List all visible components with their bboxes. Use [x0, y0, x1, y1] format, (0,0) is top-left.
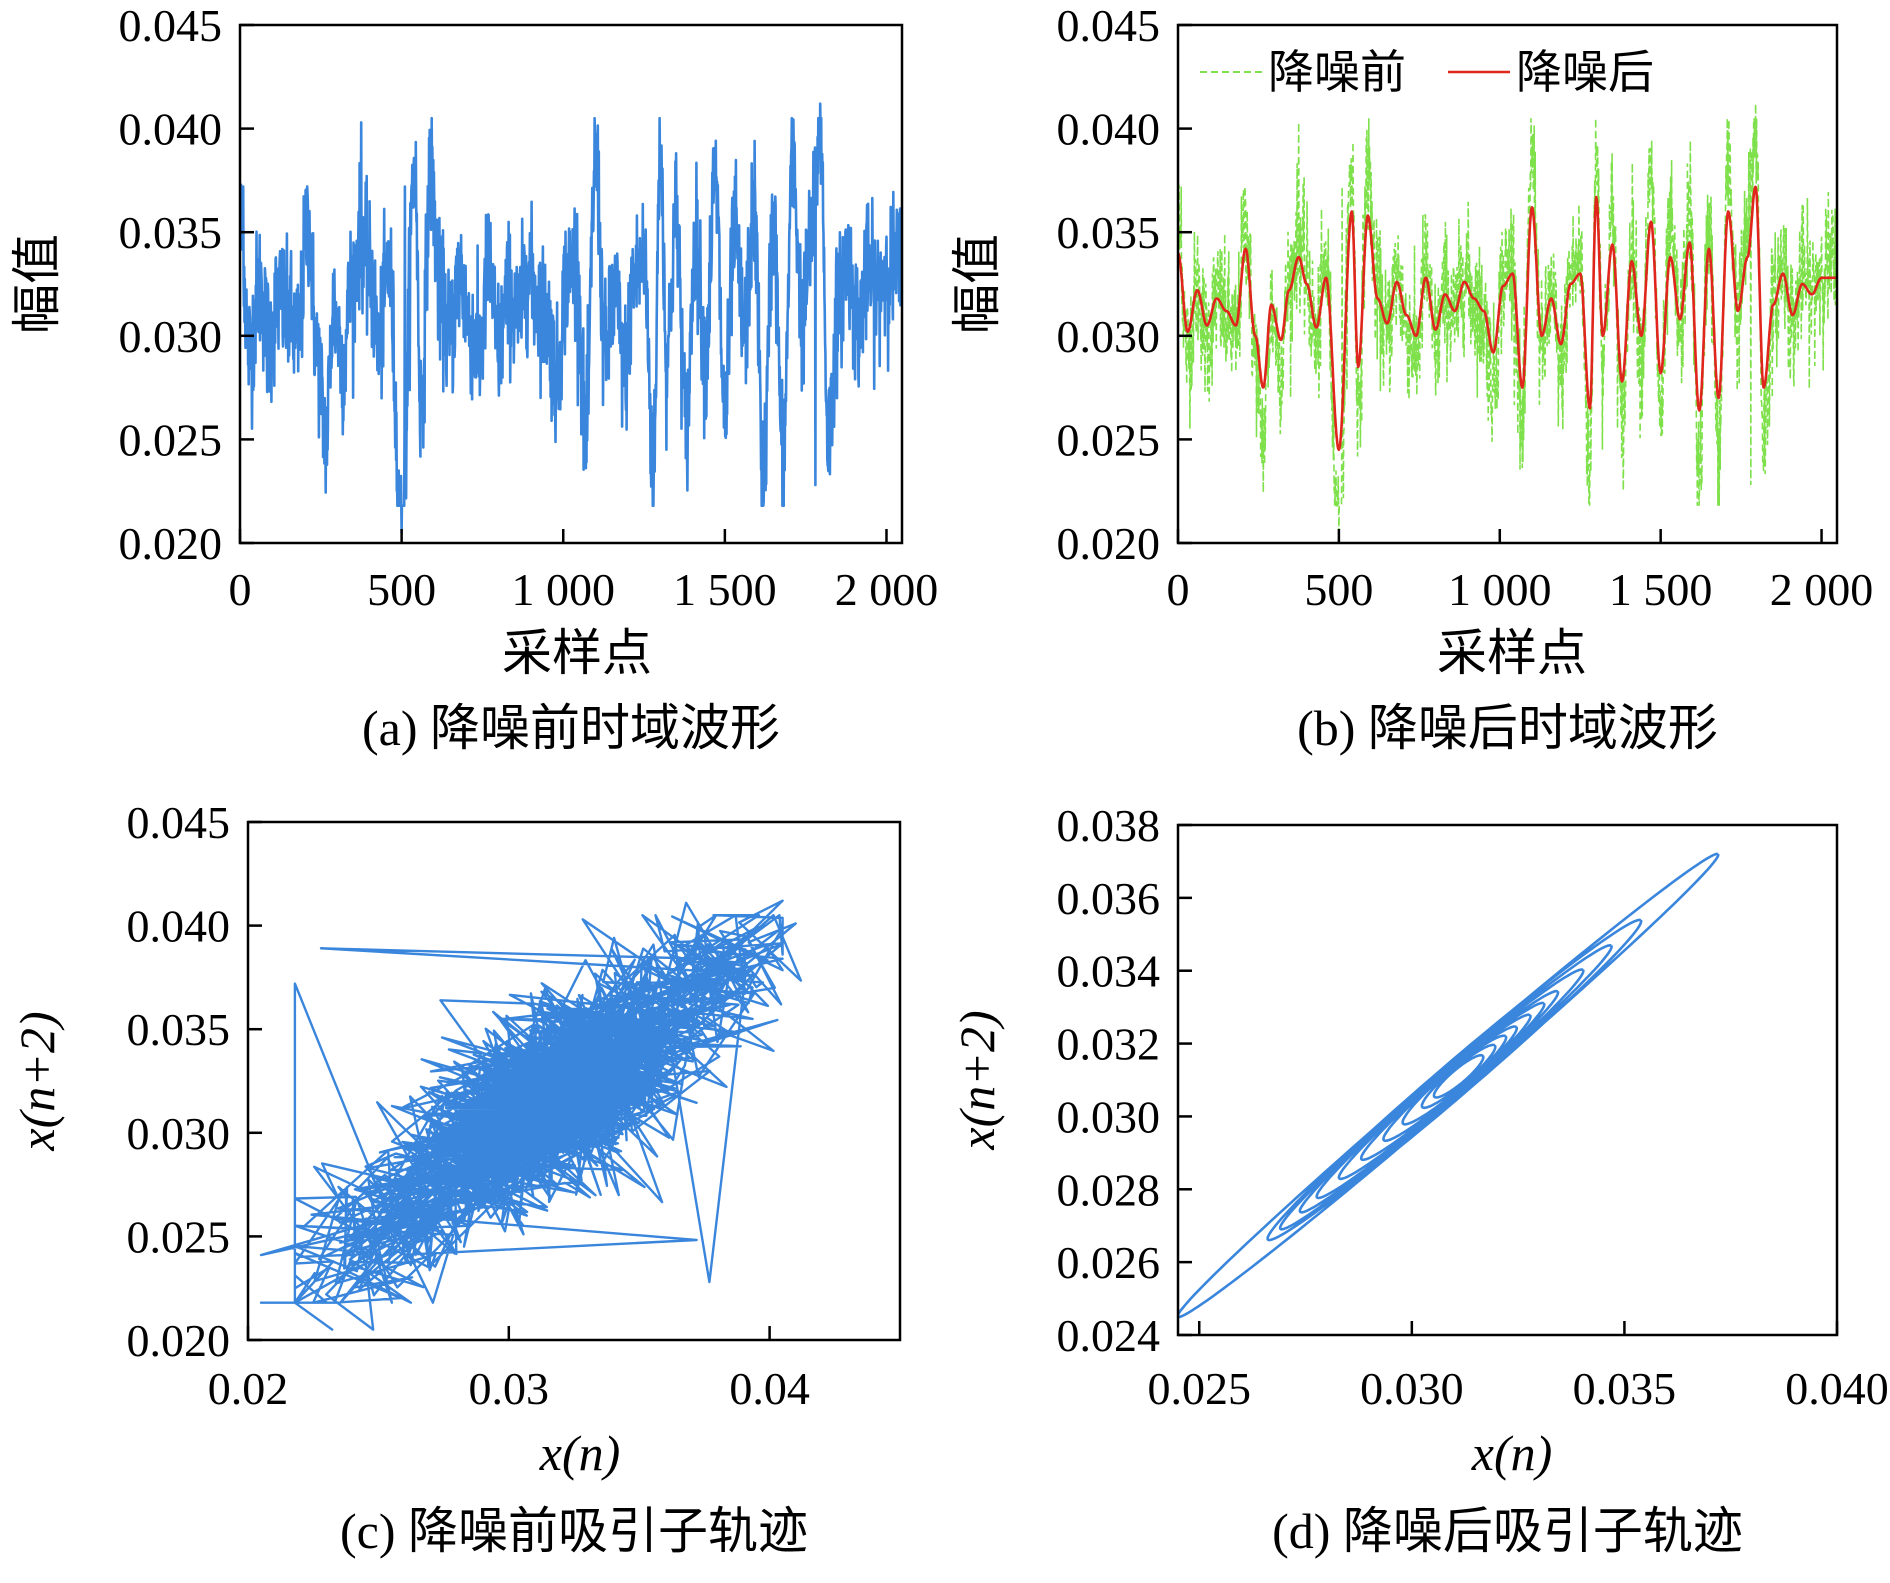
- y-tick-label: 0.025: [119, 414, 223, 465]
- y-tick-label: 0.035: [127, 1004, 231, 1055]
- y-tick-label: 0.025: [127, 1211, 231, 1262]
- x-axis-label: x(n): [539, 1425, 621, 1481]
- y-tick-label: 0.035: [119, 207, 223, 258]
- x-tick-label: 1 500: [1609, 564, 1713, 615]
- x-tick-label: 0.02: [208, 1363, 289, 1414]
- x-tick-label: 0.04: [729, 1363, 810, 1414]
- axes-frame-c: [246, 820, 902, 1342]
- panel-d: 0.025 0.030 0.035 0.040 0.024 0.026 0.028 0.030…: [949, 800, 1889, 1559]
- y-tick-label: 0.020: [1057, 518, 1161, 569]
- y-tick-label: 0.024: [1057, 1310, 1161, 1361]
- legend: 降噪前 降噪后: [1200, 47, 1654, 98]
- y-tick-label: 0.045: [127, 797, 231, 848]
- panel-caption: (b) 降噪后时域波形: [1297, 700, 1718, 756]
- panel-caption: (c) 降噪前吸引子轨迹: [340, 1503, 808, 1559]
- x-tick-label: 0.035: [1573, 1363, 1677, 1414]
- y-axis-label: 幅值: [949, 234, 1005, 334]
- y-tick-label: 0.045: [1057, 0, 1161, 51]
- legend-label-after: 降噪后: [1516, 47, 1654, 98]
- panel-caption: (a) 降噪前时域波形: [362, 700, 780, 756]
- panel-a: 0 500 1 000 1 500 2 000 0.020 0.025 0.030 0.035 0…: [9, 0, 938, 756]
- y-tick-label: 0.040: [119, 104, 223, 155]
- attractor-trajectory-before: [259, 899, 803, 1331]
- panel-c: 0.02 0.03 0.04 0.020 0.025 0.030 0.035 0.040 0.0…: [9, 797, 902, 1559]
- x-tick-label: 1 000: [1448, 564, 1552, 615]
- x-axis-label: 采样点: [502, 625, 652, 681]
- y-tick-label: 0.035: [1057, 207, 1161, 258]
- plot-area-d: [1178, 852, 1720, 1319]
- x-tick-label: 0.040: [1785, 1363, 1889, 1414]
- y-tick-label: 0.028: [1057, 1164, 1161, 1215]
- series-line-before-denoise: [240, 102, 902, 534]
- plot-area-b: [1178, 103, 1837, 533]
- y-tick-label: 0.036: [1057, 873, 1161, 924]
- axes-frame-b: [1176, 23, 1839, 545]
- x-tick-label: 0: [229, 564, 252, 615]
- y-tick-label: 0.020: [119, 518, 223, 569]
- y-tick-label: 0.040: [1057, 104, 1161, 155]
- y-tick-label: 0.038: [1057, 800, 1161, 851]
- y-tick-label: 0.026: [1057, 1237, 1161, 1288]
- series-line-after-denoise: [1178, 185, 1837, 452]
- panel-b: 0 500 1 000 1 500 2 000 0.020 0.025 0.030 0.035 0…: [949, 0, 1873, 756]
- y-axis-label: 幅值: [9, 234, 65, 334]
- legend-label-before: 降噪前: [1268, 47, 1406, 98]
- y-tick-label: 0.030: [119, 311, 223, 362]
- y-tick-label: 0.030: [1057, 1091, 1161, 1142]
- x-tick-label: 500: [367, 564, 436, 615]
- axes-frame-a: [238, 23, 904, 545]
- x-tick-label: 2 000: [835, 564, 939, 615]
- y-tick-label: 0.025: [1057, 414, 1161, 465]
- y-tick-label: 0.030: [1057, 311, 1161, 362]
- x-tick-label: 0.025: [1148, 1363, 1252, 1414]
- x-tick-label: 1 500: [673, 564, 777, 615]
- series-line-before-denoise: [1178, 103, 1837, 533]
- y-tick-label: 0.045: [119, 0, 223, 51]
- y-axis-label: x(n+2): [9, 1011, 65, 1151]
- y-tick-label: 0.030: [127, 1108, 231, 1159]
- x-tick-label: 500: [1304, 564, 1373, 615]
- y-tick-label: 0.034: [1057, 946, 1161, 997]
- panel-caption: (d) 降噪后吸引子轨迹: [1272, 1503, 1743, 1559]
- x-tick-label: 0.03: [469, 1363, 550, 1414]
- y-tick-label: 0.020: [127, 1315, 231, 1366]
- axes-frame-d: [1176, 823, 1839, 1337]
- x-tick-label: 0: [1167, 564, 1190, 615]
- x-tick-label: 2 000: [1770, 564, 1874, 615]
- x-axis-label: 采样点: [1437, 625, 1587, 681]
- x-axis-label: x(n): [1471, 1425, 1553, 1481]
- x-tick-label: 1 000: [511, 564, 615, 615]
- y-axis-label: x(n+2): [949, 1010, 1005, 1150]
- plot-area-c: [259, 899, 803, 1331]
- y-tick-label: 0.040: [127, 901, 231, 952]
- y-tick-label: 0.032: [1057, 1019, 1161, 1070]
- x-tick-label: 0.030: [1360, 1363, 1464, 1414]
- attractor-trajectory-after: [1178, 852, 1720, 1319]
- plot-area-a: [240, 102, 902, 534]
